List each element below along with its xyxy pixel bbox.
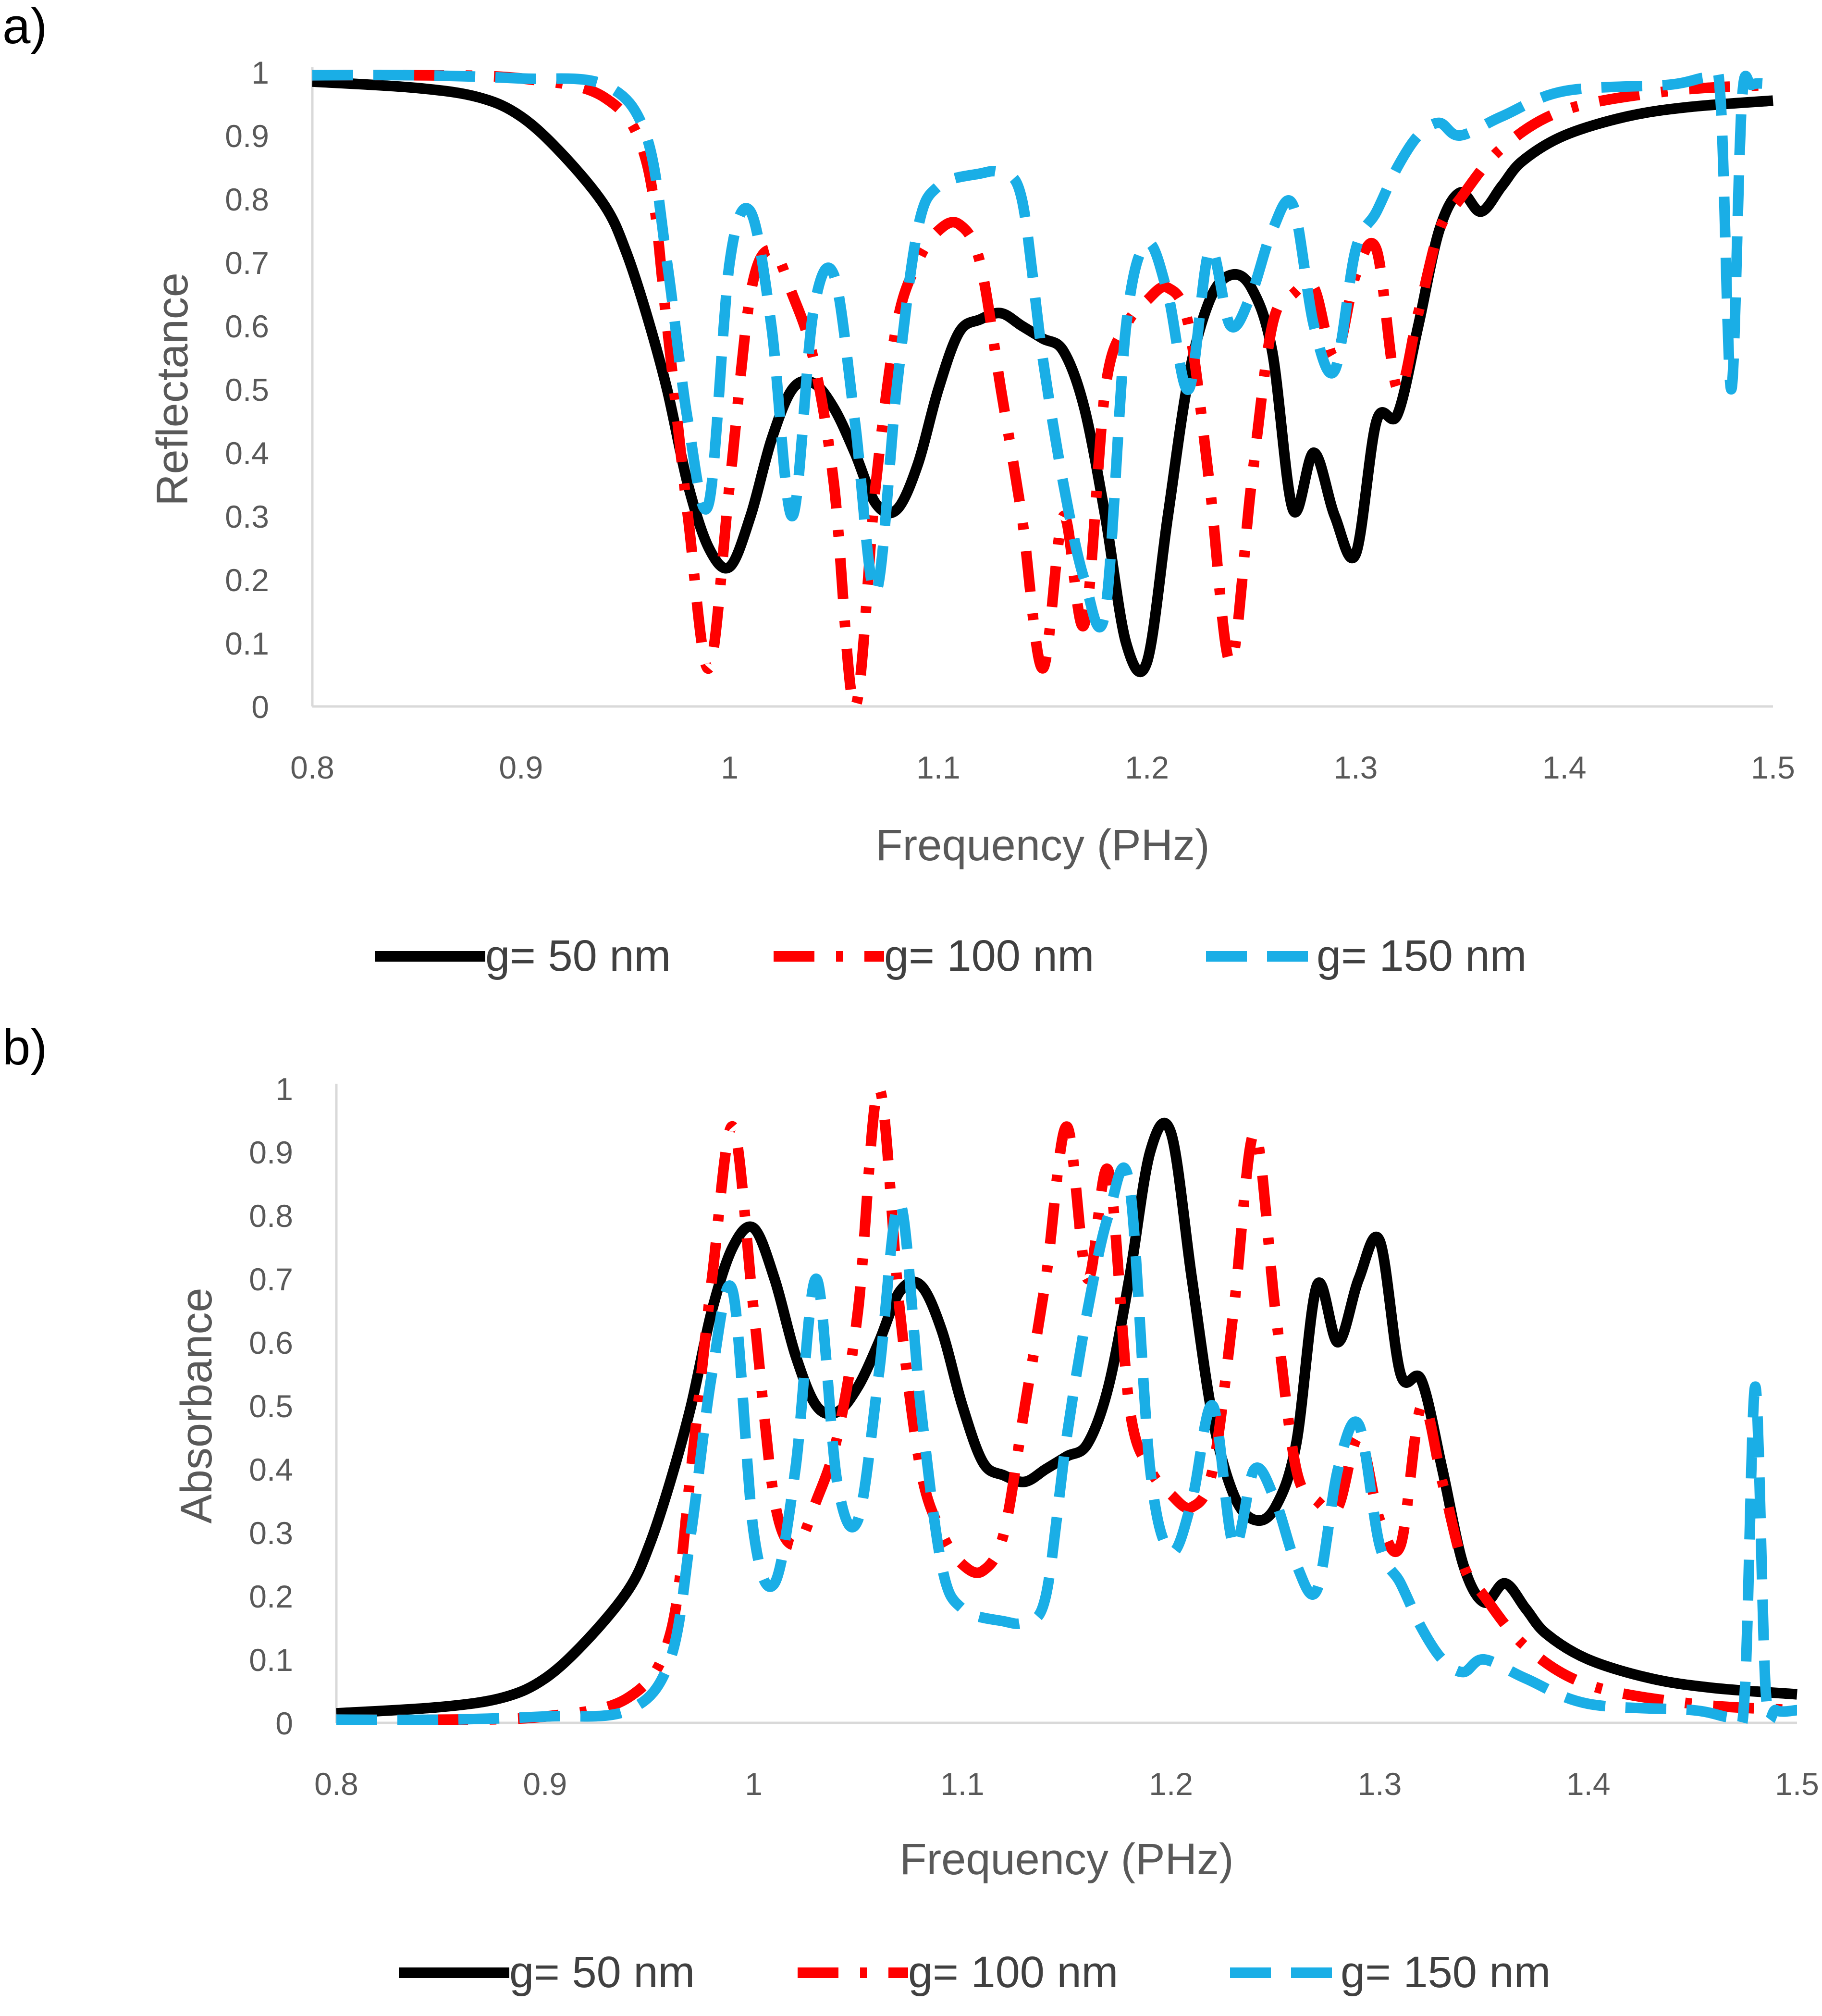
y-tick-label: 0.4	[249, 1452, 293, 1487]
series-line-3	[312, 67, 1773, 632]
x-tick-label: 1.4	[1542, 750, 1587, 785]
y-tick-label: 1	[275, 1071, 293, 1107]
x-tick-label: 1.5	[1751, 750, 1795, 785]
y-tick-label: 0.6	[225, 309, 269, 344]
y-tick-label: 0.1	[249, 1642, 293, 1678]
legend-label: g= 100 nm	[908, 1948, 1118, 1997]
reflectance-panel: a) 0 0.1 0.2 0.3 0.4 0.5 0.6 0.7 0.8 0.9 1 0.8 0.9 1 1.…	[2, 0, 1795, 980]
y-tick-label: 0	[251, 689, 269, 725]
x-tick-label: 0.8	[314, 1766, 358, 1802]
x-tick-label: 1.1	[916, 750, 960, 785]
x-tick-label: 0.8	[290, 750, 334, 785]
legend-label: g= 150 nm	[1341, 1948, 1551, 1997]
x-tick-label: 0.9	[499, 750, 543, 785]
x-tick-label: 1.3	[1358, 1766, 1402, 1802]
y-tick-label: 0.8	[249, 1198, 293, 1234]
x-tick-label: 1	[745, 1766, 763, 1802]
y-axis-title: Reflectance	[148, 272, 197, 506]
y-tick-label: 0.8	[225, 182, 269, 217]
series-line-2	[336, 1083, 1797, 1725]
y-tick-label: 0	[275, 1706, 293, 1741]
y-tick-label: 0.5	[225, 372, 269, 408]
legend-label: g= 50 nm	[485, 931, 671, 980]
y-tick-label: 0.1	[225, 626, 269, 661]
y-tick-label: 1	[251, 55, 269, 90]
y-tick-label: 0.7	[225, 245, 269, 281]
y-tick-label: 0.5	[249, 1388, 293, 1424]
x-tick-label: 1	[721, 750, 739, 785]
y-tick-label: 0.3	[225, 499, 269, 534]
y-tick-label: 0.2	[249, 1579, 293, 1614]
legend-label: g= 150 nm	[1317, 931, 1527, 980]
x-tick-label: 1.1	[940, 1766, 985, 1802]
y-tick-label: 0.6	[249, 1325, 293, 1360]
y-tick-label: 0.4	[225, 435, 269, 471]
y-tick-label: 0.3	[249, 1515, 293, 1551]
panel-label: b)	[2, 1019, 47, 1076]
legend-label: g= 50 nm	[509, 1948, 695, 1997]
x-tick-label: 1.2	[1125, 750, 1169, 785]
x-axis-title: Frequency (PHz)	[899, 1835, 1233, 1884]
x-tick-label: 1.3	[1334, 750, 1378, 785]
panel-label: a)	[2, 0, 47, 54]
series-line-3	[336, 1163, 1797, 1729]
y-tick-label: 0.2	[225, 562, 269, 598]
x-axis-title: Frequency (PHz)	[875, 821, 1209, 870]
legend-label: g= 100 nm	[884, 931, 1094, 980]
y-tick-label: 0.9	[249, 1135, 293, 1170]
y-tick-label: 0.7	[249, 1262, 293, 1297]
x-tick-label: 1.4	[1566, 1766, 1611, 1802]
y-axis-title: Absorbance	[172, 1288, 221, 1524]
x-tick-label: 0.9	[523, 1766, 567, 1802]
x-tick-label: 1.5	[1775, 1766, 1819, 1802]
y-tick-label: 0.9	[225, 118, 269, 154]
x-tick-label: 1.2	[1149, 1766, 1193, 1802]
absorbance-panel: b) 0 0.1 0.2 0.3 0.4 0.5 0.6 0.7 0.8 0.9 1 0.8 0.9 1 1.…	[2, 1019, 1819, 1997]
series-line-2	[312, 70, 1773, 712]
